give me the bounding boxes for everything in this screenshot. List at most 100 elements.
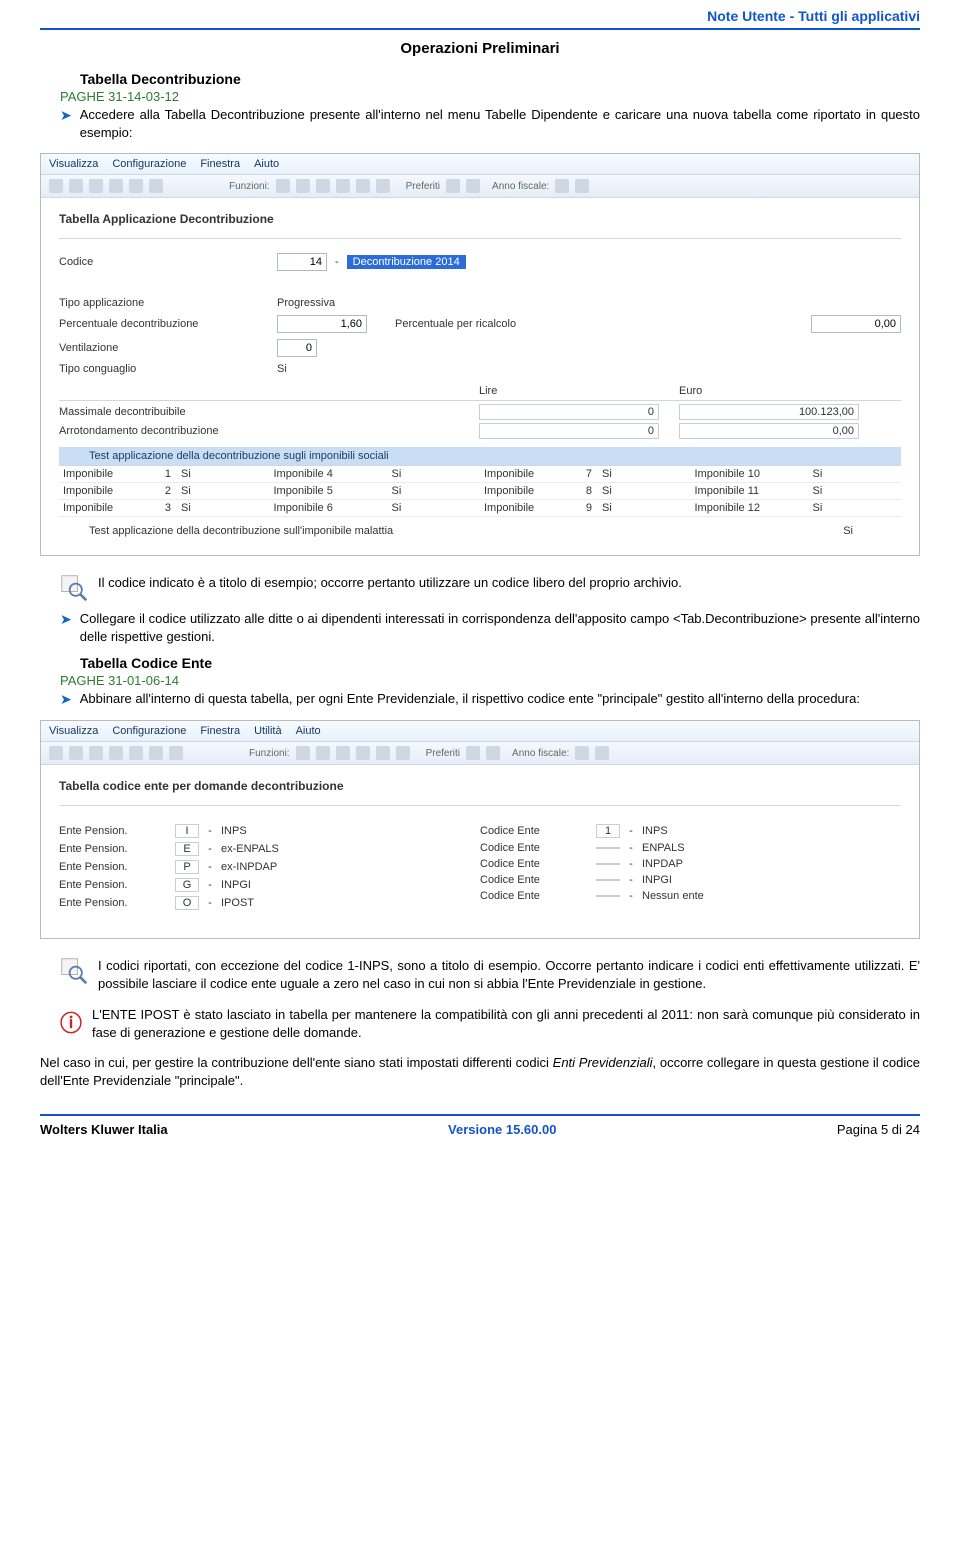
note2-text: I codici riportati, con eccezione del co… (98, 957, 920, 992)
dash: - (205, 879, 215, 891)
codice-input[interactable] (277, 253, 327, 271)
toolbar-icon[interactable] (296, 746, 310, 760)
imp-num: 8 (574, 485, 592, 497)
menu-item[interactable]: Aiuto (254, 158, 279, 170)
ente-label: Codice Ente (480, 858, 590, 870)
para-final: Nel caso in cui, per gestire la contribu… (40, 1048, 920, 1096)
toolbar-icon[interactable] (69, 746, 83, 760)
toolbar-icon[interactable] (595, 746, 609, 760)
toolbar-icon[interactable] (356, 746, 370, 760)
toolbar-icon[interactable] (169, 746, 183, 760)
toolbar-icon[interactable] (109, 179, 123, 193)
menu-item[interactable]: Visualizza (49, 725, 98, 737)
toolbar-icon[interactable] (89, 179, 103, 193)
ente-label: Codice Ente (480, 825, 590, 837)
toolbar-icon[interactable] (466, 746, 480, 760)
toolbar-icon[interactable] (376, 179, 390, 193)
valrow-euro: 100.123,00 (679, 404, 859, 420)
toolbar-icon[interactable] (575, 179, 589, 193)
menu-item[interactable]: Finestra (200, 725, 240, 737)
toolbar-icon[interactable] (466, 179, 480, 193)
toolbar-icon[interactable] (49, 746, 63, 760)
ente-code[interactable]: E (175, 842, 199, 856)
toolbar-icon[interactable] (446, 179, 460, 193)
toolbar-icon[interactable] (376, 746, 390, 760)
col-euro: Euro (679, 385, 879, 397)
toolbar-label: Preferiti (426, 748, 460, 759)
toolbar-icon[interactable] (276, 179, 290, 193)
ente-code[interactable]: I (175, 824, 199, 838)
toolbar-icon[interactable] (109, 746, 123, 760)
ente-code[interactable] (596, 895, 620, 897)
imp-val: Si (392, 502, 416, 514)
imp-label: Imponibile (484, 468, 564, 480)
toolbar-icon[interactable] (336, 179, 350, 193)
menu-item[interactable]: Visualizza (49, 158, 98, 170)
menu-item[interactable]: Configurazione (112, 725, 186, 737)
imp-val: Si (813, 502, 837, 514)
toolbar-icon[interactable] (316, 179, 330, 193)
dash: - (626, 825, 636, 837)
toolbar-label: Funzioni: (229, 181, 270, 192)
page-footer: Wolters Kluwer Italia Versione 15.60.00 … (40, 1114, 920, 1147)
sec2-code: PAGHE 31-01-06-14 (40, 673, 920, 688)
app-menubar: Visualizza Configurazione Finestra Utili… (41, 721, 919, 742)
note1-text: Il codice indicato è a titolo di esempio… (98, 574, 920, 592)
sec1-title: Tabella Decontribuzione (40, 67, 920, 89)
toolbar-icon[interactable] (296, 179, 310, 193)
toolbar-icon[interactable] (316, 746, 330, 760)
ente-code[interactable]: P (175, 860, 199, 874)
row-label: Ventilazione (59, 342, 269, 354)
row-label: Tipo conguaglio (59, 363, 269, 375)
menu-item[interactable]: Utilità (254, 725, 282, 737)
imp-val: Si (181, 485, 205, 497)
ente-code[interactable] (596, 863, 620, 865)
toolbar-icon[interactable] (555, 179, 569, 193)
toolbar-icon[interactable] (129, 746, 143, 760)
dash: - (626, 874, 636, 886)
toolbar-icon[interactable] (356, 179, 370, 193)
menu-item[interactable]: Configurazione (112, 158, 186, 170)
ente-code[interactable]: O (175, 896, 199, 910)
ente-label: Ente Pension. (59, 843, 169, 855)
footer-version: Versione 15.60.00 (448, 1122, 556, 1137)
toolbar-icon[interactable] (49, 179, 63, 193)
toolbar-icon[interactable] (396, 746, 410, 760)
ente-desc: INPGI (221, 879, 341, 891)
menu-item[interactable]: Aiuto (296, 725, 321, 737)
para-final-em: Enti Previdenziali (553, 1055, 653, 1070)
ente-label: Codice Ente (480, 890, 590, 902)
toolbar-icon[interactable] (336, 746, 350, 760)
bullet2-text: Collegare il codice utilizzato alle ditt… (80, 610, 920, 645)
vent-input[interactable] (277, 339, 317, 357)
valrow-euro: 0,00 (679, 423, 859, 439)
blue-band: Test applicazione della decontribuzione … (59, 447, 901, 465)
ente-code[interactable] (596, 879, 620, 881)
imp-label: Imponibile 6 (274, 502, 354, 514)
toolbar-icon[interactable] (69, 179, 83, 193)
row-label: Percentuale decontribuzione (59, 318, 269, 330)
dash: - (205, 825, 215, 837)
imp-label: Imponibile 11 (695, 485, 775, 497)
perc-input[interactable] (277, 315, 367, 333)
imp-num: 7 (574, 468, 592, 480)
sec1-bullet1: Accedere alla Tabella Decontribuzione pr… (80, 106, 920, 141)
imp-label: Imponibile (63, 468, 143, 480)
toolbar-icon[interactable] (129, 179, 143, 193)
dash: - (626, 890, 636, 902)
ente-code[interactable]: G (175, 878, 199, 892)
toolbar-label: Anno fiscale: (492, 181, 549, 192)
toolbar-icon[interactable] (575, 746, 589, 760)
header-note: Note Utente - Tutti gli applicativi (40, 0, 920, 30)
imp-val: Si (392, 468, 416, 480)
toolbar-icon[interactable] (149, 746, 163, 760)
menu-item[interactable]: Finestra (200, 158, 240, 170)
perc-ric-input[interactable] (811, 315, 901, 333)
imp-label: Imponibile (484, 502, 564, 514)
ente-code[interactable]: 1 (596, 824, 620, 838)
ente-code[interactable] (596, 847, 620, 849)
valrow-label: Arrotondamento decontribuzione (59, 425, 479, 437)
toolbar-icon[interactable] (89, 746, 103, 760)
toolbar-icon[interactable] (149, 179, 163, 193)
toolbar-icon[interactable] (486, 746, 500, 760)
